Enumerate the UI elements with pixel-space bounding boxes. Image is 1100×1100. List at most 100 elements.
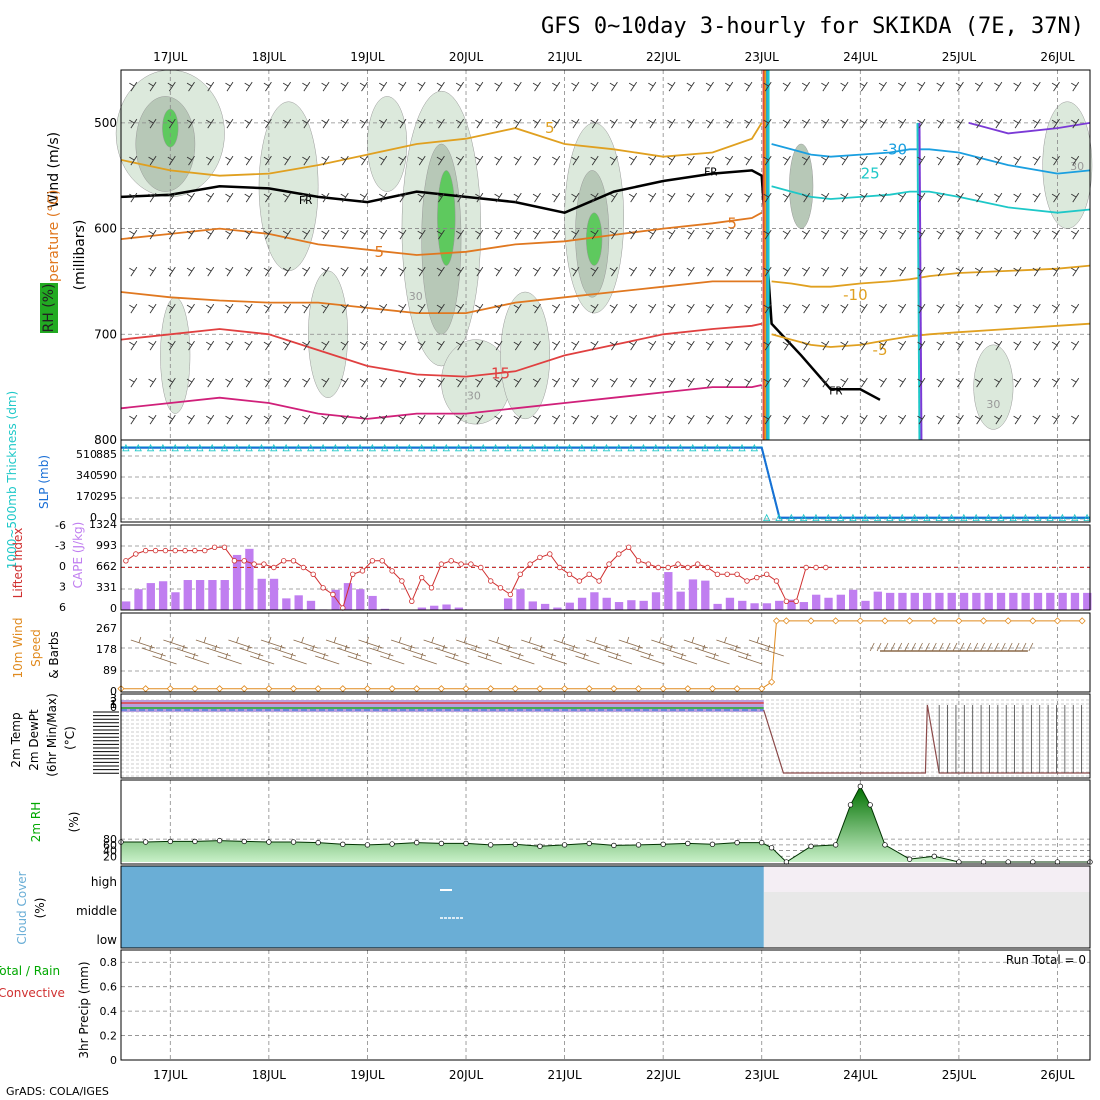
cape-bar bbox=[799, 602, 809, 610]
wind-barb bbox=[1051, 192, 1060, 203]
thickness-marker bbox=[233, 443, 241, 452]
wind-barb bbox=[417, 81, 426, 92]
cape-bar bbox=[122, 601, 131, 610]
wind-barb bbox=[1032, 414, 1041, 425]
wind-barb bbox=[186, 118, 195, 129]
ylabel-6hr: (6hr Min/Max) bbox=[45, 693, 59, 777]
thickness-marker bbox=[442, 443, 450, 452]
wind-barb bbox=[936, 414, 945, 425]
thickness-marker bbox=[319, 443, 327, 452]
thickness-marker bbox=[960, 513, 968, 522]
wind-barb bbox=[398, 414, 407, 425]
wind-barb bbox=[974, 414, 984, 425]
wind-barb bbox=[801, 192, 811, 203]
wind-barb bbox=[628, 118, 638, 129]
y-tick-rh: 20 bbox=[103, 850, 117, 863]
wind-barb bbox=[667, 229, 676, 240]
wind-barb bbox=[667, 192, 676, 203]
wind-barb bbox=[725, 340, 734, 351]
lifted-index-point bbox=[478, 564, 484, 571]
surface-barb-strong bbox=[883, 642, 889, 652]
thickness-marker bbox=[873, 513, 882, 522]
contour-label: 5 bbox=[374, 243, 384, 261]
lifted-index-point bbox=[399, 578, 405, 584]
wind-barb bbox=[1071, 155, 1080, 166]
wind-barb bbox=[263, 229, 272, 240]
wind-barb bbox=[436, 192, 445, 203]
thickness-marker bbox=[799, 513, 808, 522]
surface-barb bbox=[445, 652, 470, 665]
wind-barb bbox=[148, 266, 157, 277]
y-tick-lifted: -3 bbox=[55, 540, 66, 553]
wind-barb bbox=[782, 81, 791, 92]
lifted-index-point bbox=[271, 564, 277, 571]
wind-barb bbox=[379, 229, 388, 240]
lifted-index-point bbox=[823, 564, 829, 571]
wind-barb bbox=[455, 377, 465, 388]
wind-barb bbox=[801, 81, 811, 92]
thickness-marker bbox=[220, 443, 229, 452]
wind-barb bbox=[801, 266, 811, 277]
wind-barb bbox=[782, 229, 791, 240]
rh-point bbox=[808, 843, 814, 849]
thickness-marker bbox=[196, 443, 204, 452]
cape-bar bbox=[343, 583, 353, 610]
surface-barb bbox=[705, 652, 730, 665]
contour-label: 5 bbox=[545, 119, 555, 137]
wind-speed-marker bbox=[437, 685, 445, 693]
cape-bar bbox=[935, 592, 944, 610]
wind-barb bbox=[955, 266, 964, 277]
wind-speed-marker bbox=[388, 685, 396, 693]
wind-barb bbox=[552, 81, 561, 92]
cape-bar bbox=[824, 597, 833, 610]
x-tick-top: 25JUL bbox=[942, 50, 977, 64]
wind-speed-marker bbox=[782, 617, 790, 625]
lifted-index-point bbox=[793, 598, 799, 604]
wind-barb bbox=[513, 266, 522, 277]
y-tick-temp: 2 bbox=[110, 695, 117, 708]
wind-barb bbox=[417, 155, 426, 166]
ylabel-2m-temp: 2m Temp bbox=[9, 712, 23, 767]
surface-barb-strong bbox=[1000, 642, 1006, 652]
wind-barb bbox=[974, 155, 984, 166]
wind-barb bbox=[725, 266, 734, 277]
x-tick-bottom: 25JUL bbox=[942, 1068, 977, 1082]
wind-barb bbox=[994, 192, 1003, 203]
wind-barb bbox=[398, 377, 407, 388]
credit-text: GrADS: COLA/IGES bbox=[6, 1085, 109, 1098]
wind-barb bbox=[821, 266, 830, 277]
surface-barb-strong bbox=[904, 642, 910, 652]
surface-barb-strong bbox=[973, 642, 979, 652]
wind-barb bbox=[1013, 81, 1022, 92]
wind-barb bbox=[955, 229, 964, 240]
wind-barb bbox=[725, 377, 734, 388]
rh-point bbox=[438, 840, 445, 847]
wind-barb bbox=[1013, 414, 1022, 425]
wind-barb bbox=[129, 81, 138, 92]
y-tick-wind: 89 bbox=[103, 664, 117, 677]
wind-barb bbox=[244, 155, 253, 166]
wind-barb bbox=[244, 266, 253, 277]
wind-barb bbox=[782, 118, 791, 129]
wind-barb bbox=[1013, 303, 1022, 314]
y-tick-lifted: 3 bbox=[59, 581, 66, 594]
rh-point bbox=[142, 839, 149, 845]
wind-barb bbox=[878, 340, 887, 351]
run-total: Run Total = 0 bbox=[1006, 953, 1086, 967]
wind-barb bbox=[705, 303, 714, 314]
wind-barb bbox=[898, 303, 907, 314]
wind-speed-marker bbox=[462, 685, 470, 693]
y-tick-wind: 178 bbox=[96, 643, 117, 656]
wind-barb bbox=[571, 118, 580, 129]
wind-barb bbox=[398, 303, 407, 314]
wind-barb bbox=[1051, 118, 1060, 129]
wind-barb bbox=[974, 340, 984, 351]
y-tick-lifted: 0 bbox=[59, 560, 66, 573]
wind-barb bbox=[148, 303, 157, 314]
wind-barb bbox=[340, 266, 349, 277]
wind-barb bbox=[609, 377, 618, 388]
rh-point bbox=[867, 802, 873, 808]
lifted-index-point bbox=[281, 558, 287, 564]
wind-barb bbox=[1051, 229, 1060, 240]
rh-shade bbox=[973, 344, 1014, 430]
